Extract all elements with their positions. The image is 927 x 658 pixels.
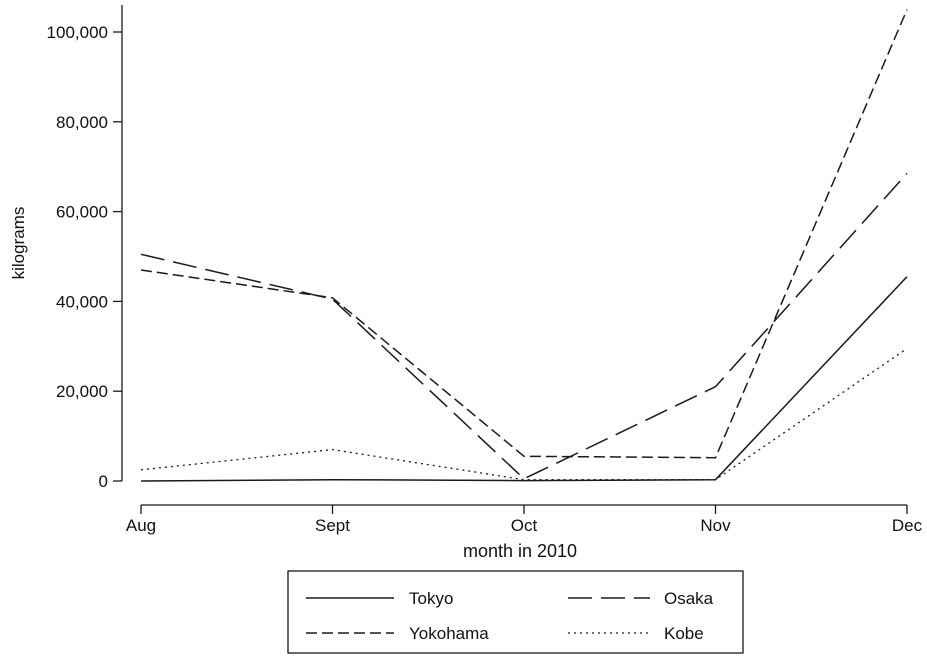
x-tick-label: Nov xyxy=(700,516,731,535)
y-tick-label: 40,000 xyxy=(56,292,108,311)
legend-label-osaka: Osaka xyxy=(664,589,714,608)
y-axis-label: kilograms xyxy=(9,207,28,280)
axes: 0 20,000 40,000 60,000 80,000 100,000 Aug Sept O… xyxy=(47,5,923,535)
x-tick-label: Oct xyxy=(511,516,538,535)
y-tick-label: 60,000 xyxy=(56,203,108,222)
series-line-yokohama xyxy=(140,9,908,459)
x-tick-label: Sept xyxy=(315,516,350,535)
legend-box xyxy=(287,570,744,654)
legend-label-tokyo: Tokyo xyxy=(409,589,453,608)
x-axis-label: month in 2010 xyxy=(463,541,577,561)
series-line-tokyo xyxy=(140,276,908,482)
y-tick-label: 20,000 xyxy=(56,382,108,401)
x-tick-label: Aug xyxy=(126,516,156,535)
legend: Tokyo Osaka Yokohama Kobe xyxy=(287,570,744,654)
series-line-osaka xyxy=(140,172,908,480)
legend-label-yokohama: Yokohama xyxy=(409,624,489,643)
y-tick-label: 0 xyxy=(99,472,108,491)
y-tick-label: 80,000 xyxy=(56,113,108,132)
legend-label-kobe: Kobe xyxy=(664,624,704,643)
x-tick-label: Dec xyxy=(892,516,923,535)
y-tick-label: 100,000 xyxy=(47,23,108,42)
series-lines xyxy=(140,9,908,482)
series-line-kobe xyxy=(140,347,908,481)
